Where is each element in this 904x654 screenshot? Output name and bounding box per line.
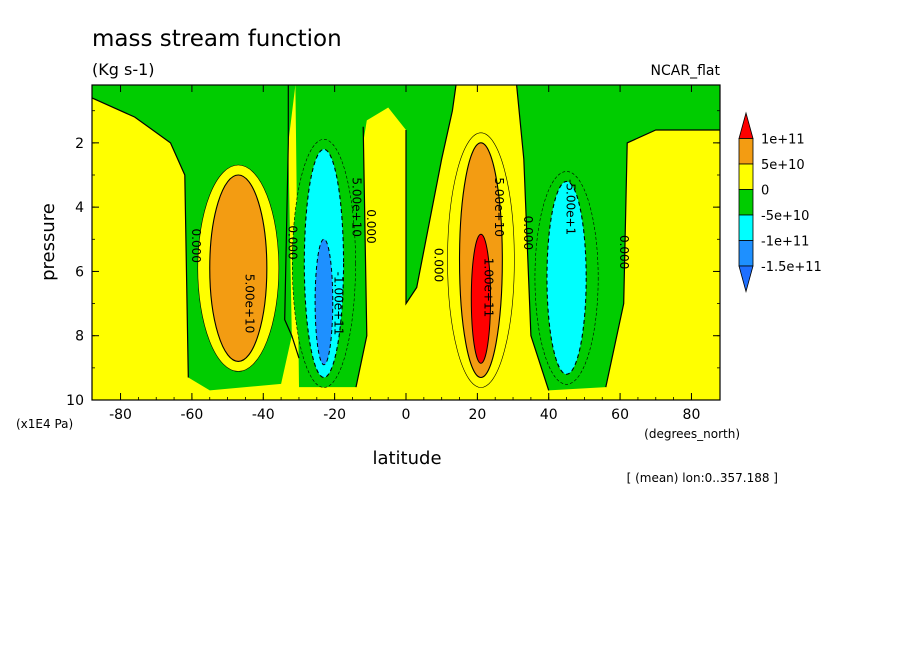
x-tick-label: 40 [540, 407, 558, 423]
colorbar-label: -1.5e+11 [761, 260, 822, 275]
y-axis-label: pressure [38, 203, 59, 281]
contour-label: 0.000 [521, 216, 535, 250]
x-tick-label: -80 [109, 407, 132, 423]
zero-contour-line [355, 126, 368, 388]
y-tick-label: 2 [75, 136, 84, 152]
y-tick-label: 10 [66, 393, 84, 409]
model-label: NCAR_flat [651, 63, 721, 79]
colorbar-swatch [738, 163, 754, 190]
colorbar-label: 5e+10 [761, 158, 805, 173]
y-axis: 2 4 6 8 10 [66, 110, 720, 409]
contour-label: 5.00e+10 [349, 177, 363, 236]
y-tick-label: 8 [75, 329, 84, 345]
colorbar-swatch [738, 189, 754, 216]
contour-label: 0.000 [432, 248, 446, 282]
chart-title: mass stream function [92, 26, 342, 52]
y-tick-label: 4 [75, 200, 84, 216]
colorbar-label: -5e+10 [761, 209, 809, 224]
x-tick-label: -40 [252, 407, 275, 423]
contour-label: -5.00e+1 [564, 179, 578, 235]
contour-lines [91, 84, 720, 391]
zero-contour-line [405, 84, 457, 306]
x-axis-label: latitude [372, 448, 441, 469]
contour-label: 0.000 [617, 235, 631, 269]
cell-core [546, 180, 587, 375]
y-axis-units: (x1E4 Pa) [16, 417, 73, 431]
colorbar-swatch [738, 138, 754, 165]
x-tick-label: -60 [180, 407, 203, 423]
colorbar: 1e+11 5e+10 0 -5e+10 -1e+11 -1.5e+11 [738, 111, 822, 294]
zero-contour-line [284, 85, 300, 359]
cell-peak [314, 238, 334, 366]
contour-label: 1.00e+11 [482, 258, 496, 317]
contour-label: 0.000 [285, 225, 299, 259]
y-tick-label: 6 [75, 264, 84, 280]
contour-label: 5.00e+10 [492, 177, 506, 236]
cell-peak [470, 233, 492, 364]
colorbar-swatch [738, 265, 754, 294]
x-axis-units: (degrees_north) [644, 427, 740, 441]
contour-label: -1.00e+11 [332, 272, 346, 336]
x-axis: -80 -60 -40 -20 0 20 40 60 80 [109, 85, 700, 423]
cell-core [209, 174, 268, 362]
contour-label: 5.00e+10 [242, 274, 256, 333]
zero-contour-line [516, 84, 550, 391]
x-tick-label: 80 [683, 407, 701, 423]
chart-subtitle: (Kg s-1) [92, 60, 155, 79]
x-tick-label: -20 [323, 407, 346, 423]
contour-label: 0.000 [364, 209, 378, 243]
footer-note: [ (mean) lon:0..357.188 ] [627, 471, 778, 485]
contour-label: 0.000 [189, 229, 203, 263]
colorbar-swatch [738, 214, 754, 241]
colorbar-label: -1e+11 [761, 235, 809, 250]
colorbar-swatch [738, 111, 754, 139]
colorbar-label: 0 [761, 184, 769, 199]
colorbar-swatch [738, 240, 754, 267]
x-tick-label: 60 [611, 407, 629, 423]
contour-labels: 5.00e+10 5.00e+10 -1.00e+11 5.00e+10 1.00e+1… [189, 177, 631, 335]
x-tick-label: 0 [402, 407, 411, 423]
x-tick-label: 20 [468, 407, 486, 423]
zero-contour-line [91, 97, 189, 378]
zero-contour-line [605, 129, 720, 388]
colorbar-label: 1e+11 [761, 133, 805, 148]
